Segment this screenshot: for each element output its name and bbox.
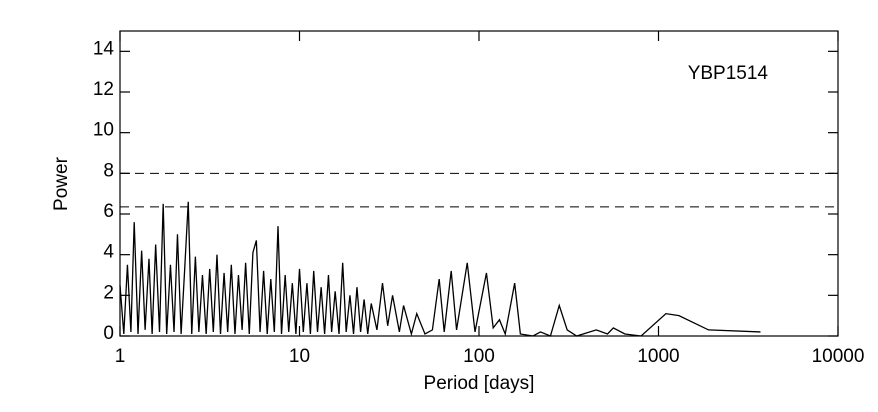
y-tick-label: 2 xyxy=(103,282,114,303)
x-tick-label: 100 xyxy=(463,346,495,367)
y-tick-label: 12 xyxy=(93,79,114,100)
y-tick-label: 4 xyxy=(103,242,114,263)
x-tick-label: 1 xyxy=(115,346,126,367)
y-tick-label: 10 xyxy=(93,120,114,141)
x-tick-label: 10000 xyxy=(812,346,865,367)
x-tick-label: 1000 xyxy=(637,346,679,367)
x-tick-label: 10 xyxy=(289,346,310,367)
y-tick-label: 0 xyxy=(103,323,114,344)
y-tick-label: 8 xyxy=(103,160,114,181)
y-axis-label: Power xyxy=(51,156,72,211)
y-tick-label: 6 xyxy=(103,201,114,222)
y-tick-label: 14 xyxy=(93,38,115,59)
annotation: YBP1514 xyxy=(688,63,769,84)
x-axis-label: Period [days] xyxy=(424,373,535,394)
periodogram-line xyxy=(119,201,761,337)
